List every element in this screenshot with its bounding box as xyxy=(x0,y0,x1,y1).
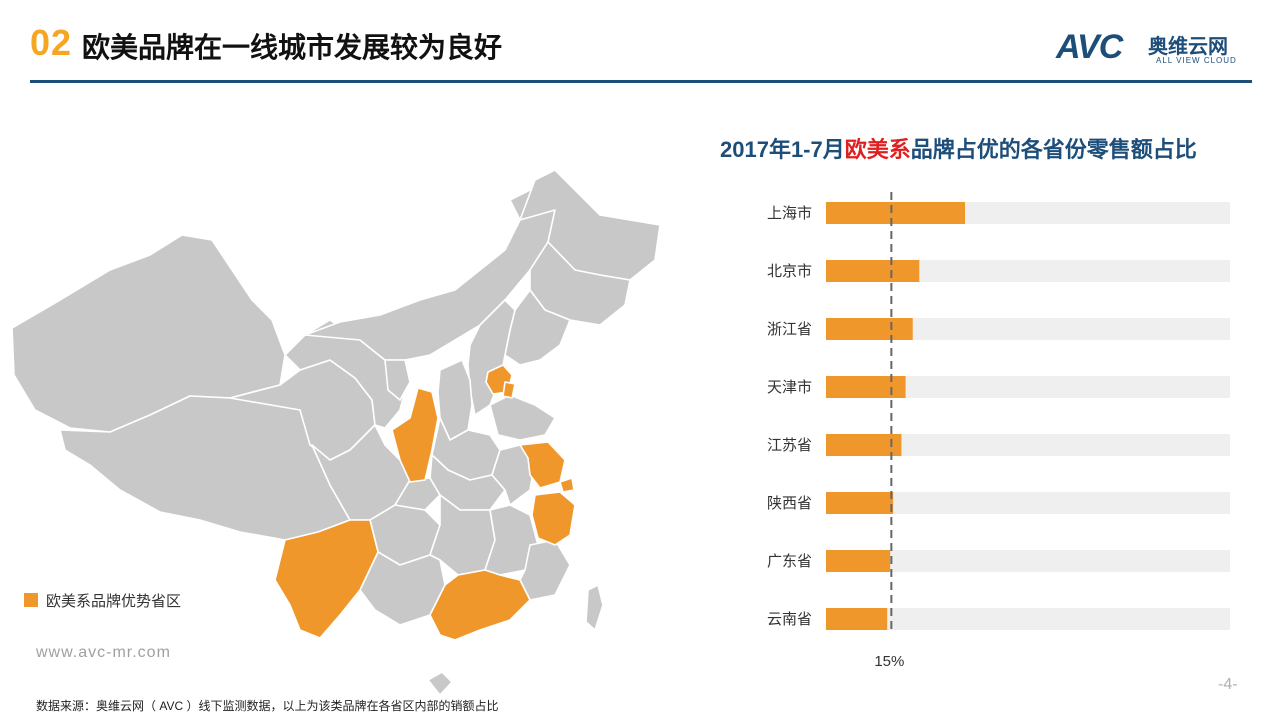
chart-title-prefix: 2017年1-7月 xyxy=(720,137,845,162)
section-number: 02 xyxy=(30,22,73,63)
category-label: 江苏省 xyxy=(767,437,812,454)
bar-1 xyxy=(826,260,920,282)
category-label: 陕西省 xyxy=(767,495,812,512)
region-ningxia xyxy=(384,359,411,401)
region-taiwan xyxy=(585,584,604,631)
chart-title: 2017年1-7月欧美系品牌占优的各省份零售额占比 xyxy=(720,132,1197,164)
region-shanghai-highlight xyxy=(559,477,575,493)
logo-english-name: ALL VIEW CLOUD xyxy=(1156,56,1237,65)
chart-title-highlight: 欧美系 xyxy=(844,137,911,162)
bar-2 xyxy=(826,318,913,340)
avc-logo: AVC 奥维云网 ALL VIEW CLOUD xyxy=(1056,28,1256,68)
bar-5 xyxy=(826,492,894,514)
page-number: -4- xyxy=(1218,676,1238,693)
region-yunnan-highlight xyxy=(274,519,379,639)
region-hainan xyxy=(427,671,453,696)
bar-3 xyxy=(826,376,906,398)
reference-line-label: 15% xyxy=(874,653,904,670)
bar-track xyxy=(826,550,1230,572)
category-label: 北京市 xyxy=(767,263,812,280)
data-source-note: 数据来源：奥维云网（ AVC ）线下监测数据，以上为该类品牌在各省区内部的销额占… xyxy=(36,699,499,713)
bar-track xyxy=(826,492,1230,514)
legend-label: 欧美系品牌优势省区 xyxy=(46,593,182,610)
category-label: 云南省 xyxy=(767,611,812,628)
logo-chinese-name: 奥维云网 xyxy=(1148,36,1228,58)
category-label: 天津市 xyxy=(767,379,812,396)
header-divider xyxy=(30,80,1252,83)
category-label: 浙江省 xyxy=(767,321,812,338)
region-tianjin-highlight xyxy=(502,381,516,399)
region-shaanxi-highlight xyxy=(391,387,439,483)
bar-track xyxy=(826,260,1230,282)
bar-6 xyxy=(826,550,891,572)
region-zhejiang-highlight xyxy=(531,491,576,546)
bar-7 xyxy=(826,608,888,630)
china-map xyxy=(11,169,661,696)
bar-track xyxy=(826,318,1230,340)
region-hubei xyxy=(429,454,506,511)
bar-track xyxy=(826,434,1230,456)
bar-track xyxy=(826,376,1230,398)
region-shandong xyxy=(489,394,556,441)
region-jiangsu-highlight xyxy=(519,441,566,489)
bar-0 xyxy=(826,202,966,224)
region-jilin xyxy=(529,241,631,326)
bar-4 xyxy=(826,434,902,456)
region-guangdong-highlight xyxy=(429,569,531,641)
header: 02 欧美品牌在一线城市发展较为良好 AVC 奥维云网 ALL VIEW CLO… xyxy=(0,0,1280,80)
category-label: 上海市 xyxy=(767,205,812,222)
website-url: www.avc-mr.com xyxy=(36,644,171,661)
chart-title-suffix: 品牌占优的各省份零售额占比 xyxy=(910,137,1197,162)
category-label: 广东省 xyxy=(767,553,812,570)
logo-mark: AVC xyxy=(1056,28,1123,66)
bar-track xyxy=(826,608,1230,630)
page-title: 欧美品牌在一线城市发展较为良好 xyxy=(82,32,503,63)
legend-swatch xyxy=(24,593,38,607)
